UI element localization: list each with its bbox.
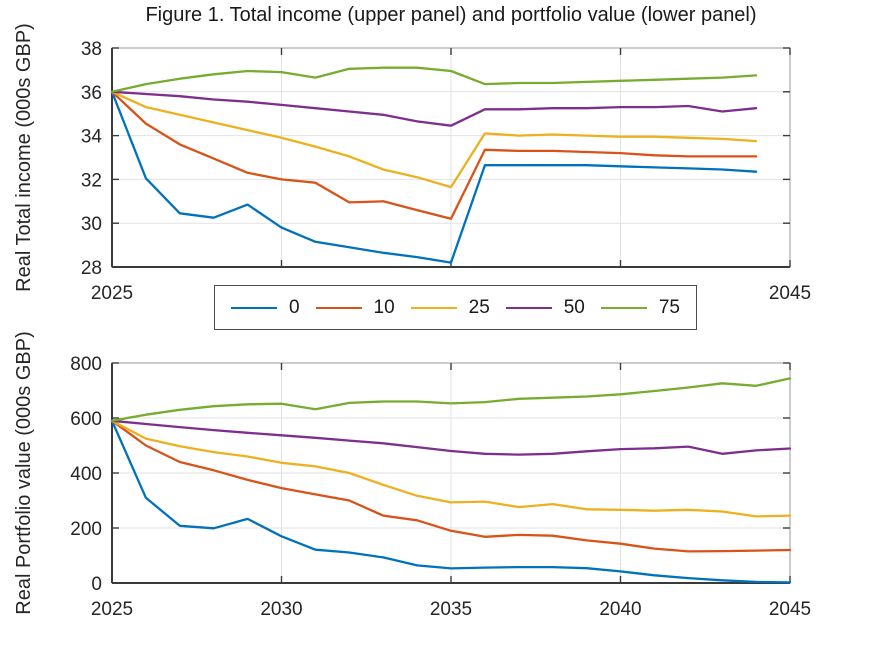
- x-tick-label: 2040: [599, 599, 641, 620]
- x-tick-label: 2035: [430, 599, 472, 620]
- series-line-25: [110, 90, 758, 189]
- legend-item-10: 10: [315, 296, 395, 319]
- y-tick-label: 0: [91, 574, 102, 595]
- y-tick-label: 34: [81, 127, 103, 148]
- legend-item-75: 75: [600, 296, 680, 319]
- series-line-50: [110, 90, 758, 127]
- legend: 0 10 25 50 75: [214, 285, 697, 330]
- legend-label: 0: [288, 296, 300, 318]
- legend-label: 50: [563, 296, 585, 318]
- legend-line-sample: [230, 306, 277, 309]
- legend-line-sample: [505, 306, 552, 309]
- series-line-75: [110, 66, 758, 93]
- legend-label: 10: [373, 296, 395, 318]
- legend-label: 75: [658, 296, 680, 318]
- x-tick-label: 2045: [769, 599, 811, 620]
- x-tick-label: 2030: [260, 599, 302, 620]
- legend-item-25: 25: [410, 296, 490, 319]
- series-line-75: [110, 377, 792, 422]
- figure-title: Figure 1. Total income (upper panel) and…: [145, 4, 757, 26]
- y-tick-label: 600: [70, 409, 102, 430]
- upper-panel-chart: Real Total income (000s GBP) 2025 2045 28 3…: [13, 23, 811, 304]
- upper-y-axis-label: Real Total income (000s GBP): [13, 23, 35, 292]
- legend-line-sample: [600, 306, 647, 309]
- legend-label: 25: [468, 296, 490, 318]
- x-tick-label: 2045: [769, 283, 811, 304]
- y-tick-label: 36: [81, 83, 102, 104]
- y-tick-label: 28: [81, 258, 102, 279]
- series-line-0: [110, 90, 758, 264]
- y-tick-label: 200: [70, 519, 102, 540]
- legend-line-sample: [410, 306, 457, 309]
- series-line-10: [110, 419, 792, 553]
- x-tick-label: 2025: [91, 283, 133, 304]
- legend-item-0: 0: [230, 296, 300, 319]
- x-tick-label: 2025: [91, 599, 133, 620]
- legend-item-50: 50: [505, 296, 585, 319]
- y-tick-label: 30: [81, 214, 102, 235]
- y-tick-label: 32: [81, 170, 102, 191]
- series-line-50: [110, 419, 792, 456]
- lower-panel-chart: Real Portfolio value (000s GBP) 2025 2030…: [13, 331, 811, 620]
- lower-y-axis-label: Real Portfolio value (000s GBP): [13, 331, 35, 614]
- series-line-10: [110, 90, 758, 220]
- legend-line-sample: [315, 306, 362, 309]
- series-line-0: [110, 419, 792, 584]
- y-tick-label: 800: [70, 354, 102, 375]
- y-tick-label: 38: [81, 39, 102, 60]
- y-tick-label: 400: [70, 464, 102, 485]
- series-line-25: [110, 419, 792, 518]
